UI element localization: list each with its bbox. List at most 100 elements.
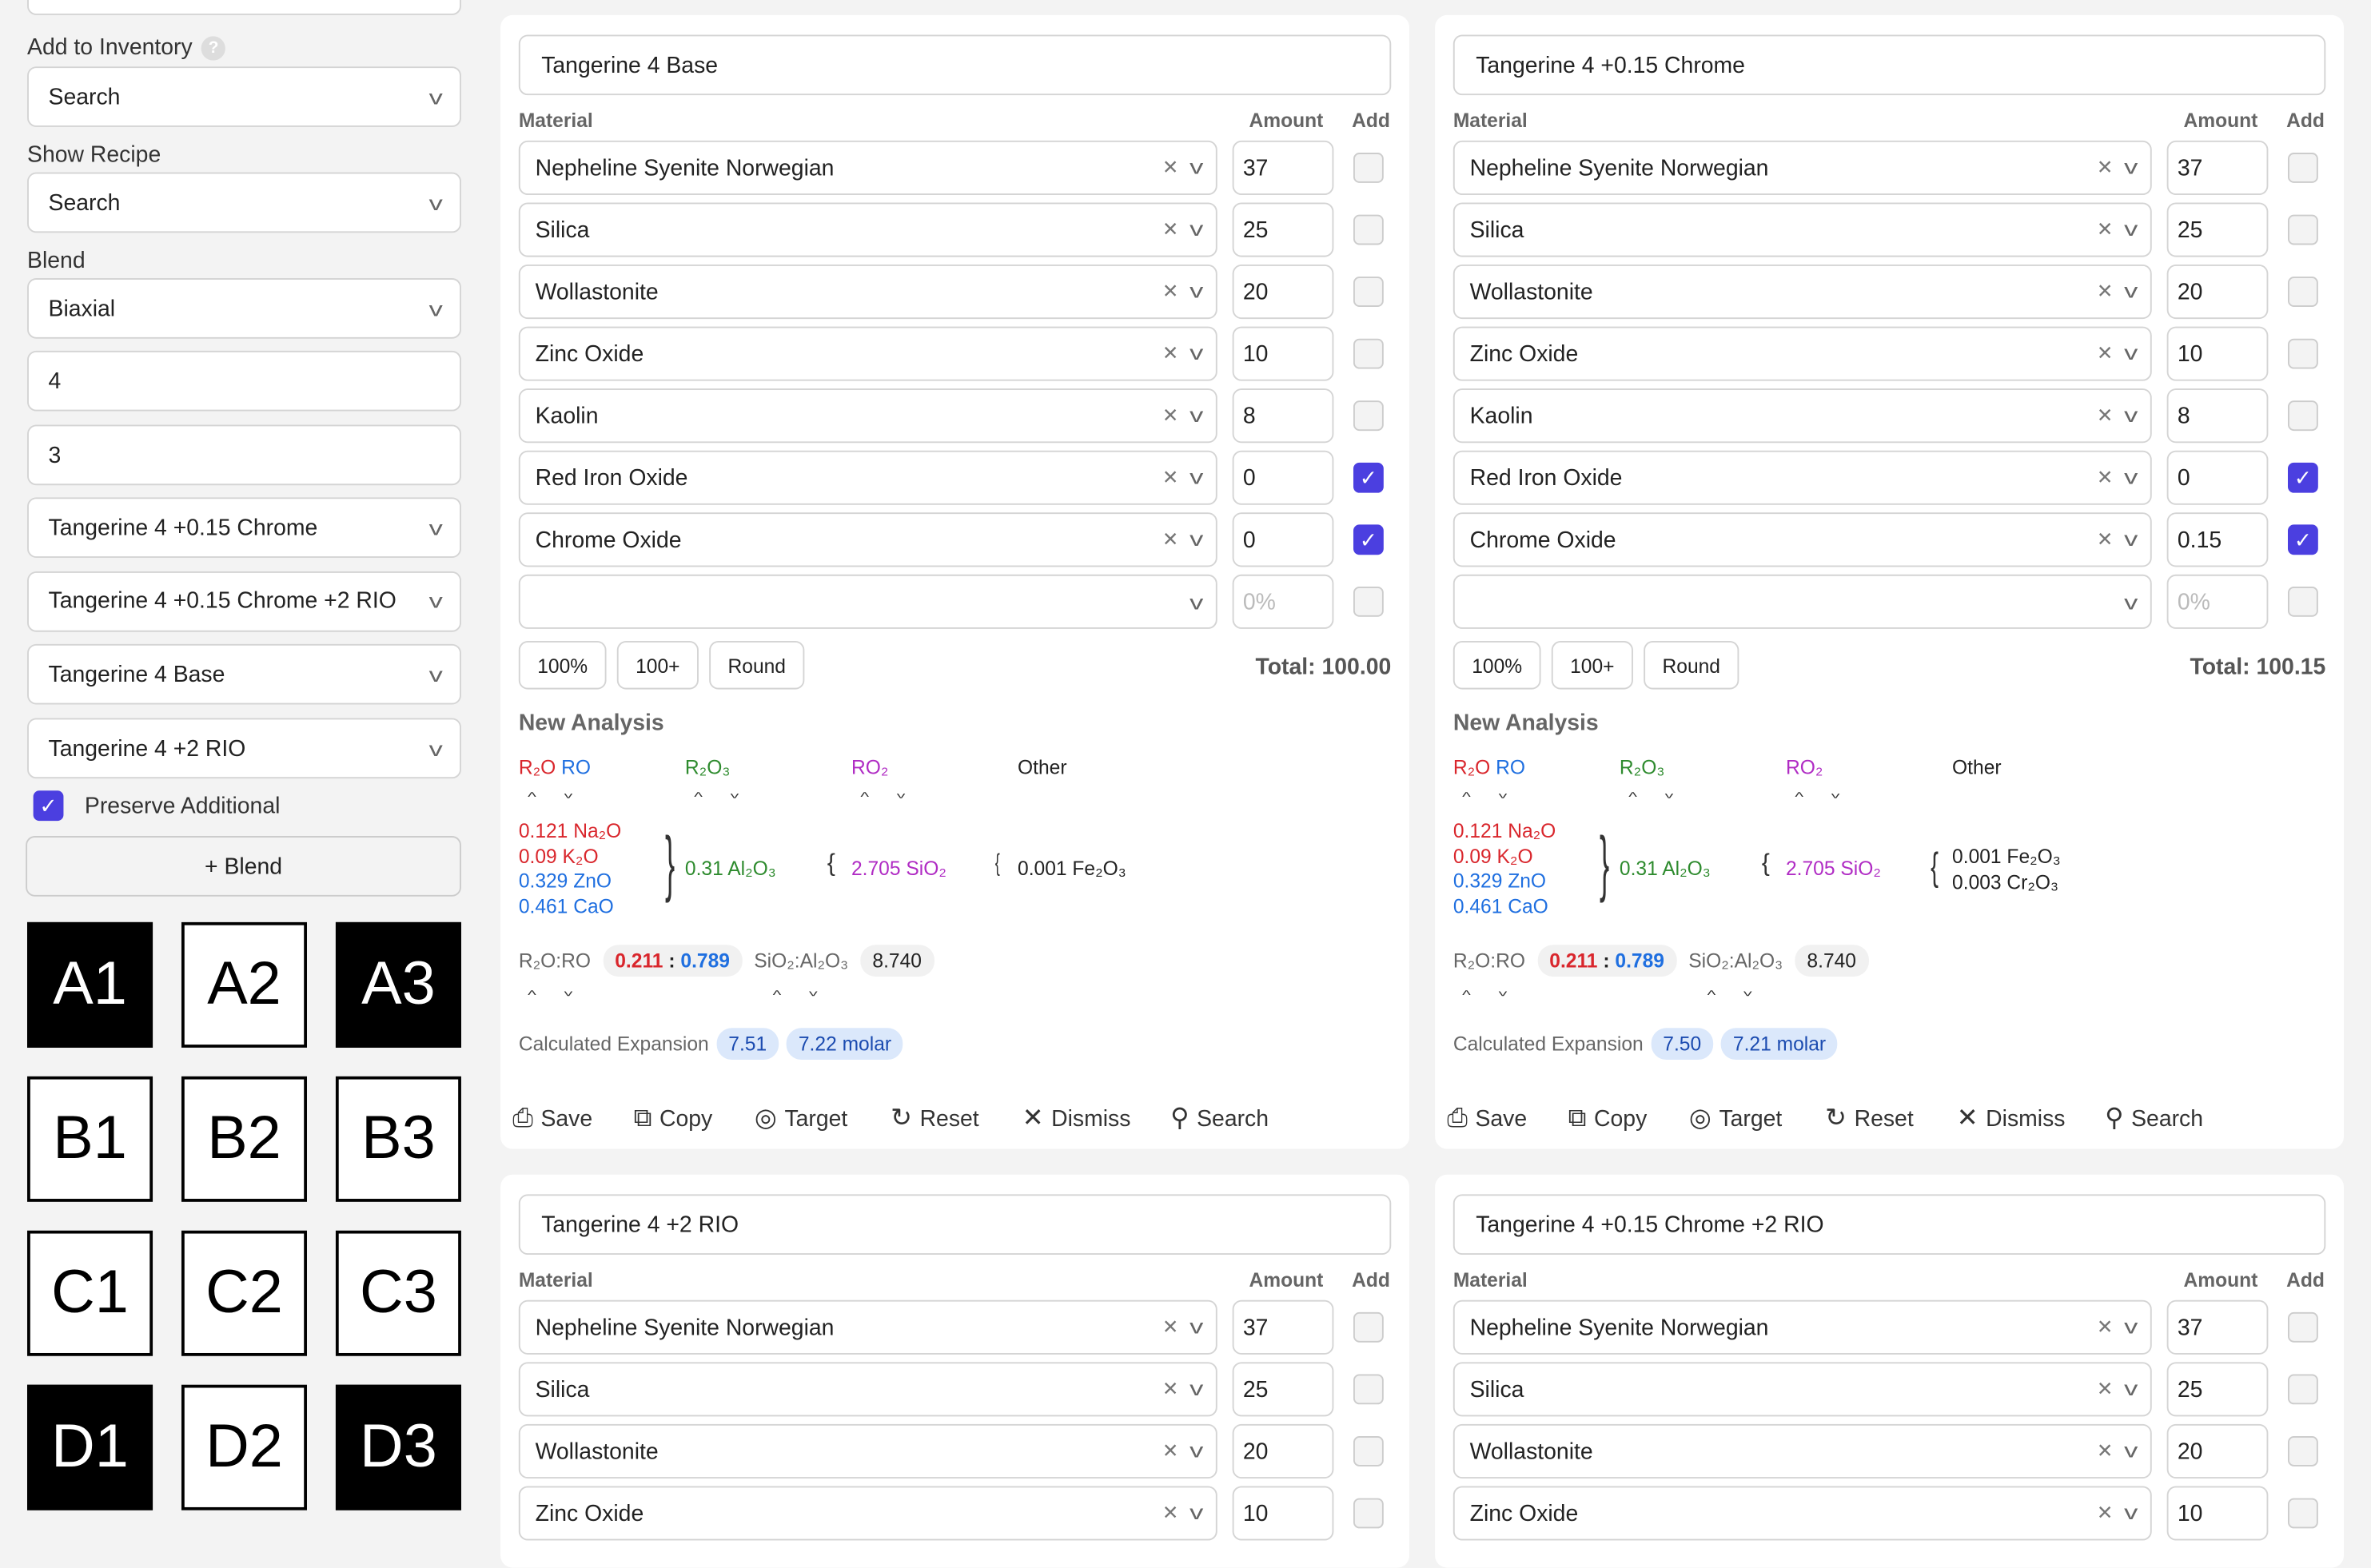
add-checkbox[interactable]	[2287, 586, 2318, 617]
search-button[interactable]: ⚲ Search	[2105, 1104, 2203, 1134]
sort-up-icon[interactable]: ^	[1795, 789, 1803, 805]
material-select[interactable]: v	[518, 574, 1217, 629]
material-select[interactable]: Zinc Oxide ✕ v	[518, 326, 1217, 381]
chevron-down-icon[interactable]: v	[1189, 155, 1203, 179]
blend-type-select[interactable]: Biaxial v	[27, 278, 461, 339]
clear-icon[interactable]: ✕	[2096, 1439, 2114, 1463]
chevron-down-icon[interactable]: v	[1189, 1501, 1203, 1524]
material-select[interactable]: v	[1452, 574, 2152, 629]
material-select[interactable]: Red Iron Oxide ✕ v	[1452, 450, 2152, 505]
clear-icon[interactable]: ✕	[2096, 527, 2114, 551]
material-select[interactable]: Wollastonite ✕ v	[1452, 1423, 2152, 1478]
add-checkbox[interactable]	[2287, 338, 2318, 369]
chevron-down-icon[interactable]: v	[1189, 1315, 1203, 1339]
add-checkbox[interactable]	[2287, 1498, 2318, 1529]
recipe-title-input[interactable]: Tangerine 4 +0.15 Chrome	[1452, 34, 2326, 96]
amount-input[interactable]: 0	[1232, 450, 1334, 505]
add-checkbox[interactable]	[2287, 277, 2318, 307]
sort-down-icon[interactable]: ^	[1831, 786, 1840, 802]
amount-input[interactable]: 20	[2166, 1423, 2269, 1478]
round-button[interactable]: Round	[1644, 641, 1739, 690]
clear-icon[interactable]: ✕	[1162, 404, 1179, 427]
add-checkbox[interactable]	[1353, 400, 1384, 432]
amount-input[interactable]: 0.15	[2166, 512, 2269, 567]
sort-up-icon[interactable]: ^	[1462, 789, 1471, 805]
blend-recipe-select[interactable]: Tangerine 4 +2 RIO v	[27, 718, 461, 779]
chevron-down-icon[interactable]: v	[2123, 1501, 2138, 1524]
material-select[interactable]: Nepheline Syenite Norwegian ✕ v	[518, 140, 1217, 196]
search-button[interactable]: ⚲ Search	[1170, 1104, 1269, 1134]
material-select[interactable]: Zinc Oxide ✕ v	[1452, 1486, 2152, 1541]
clear-icon[interactable]: ✕	[1162, 1501, 1179, 1524]
material-select[interactable]: Silica ✕ v	[518, 1362, 1217, 1417]
blend-recipe-select[interactable]: Tangerine 4 +0.15 Chrome v	[27, 497, 461, 559]
material-select[interactable]: Nepheline Syenite Norwegian ✕ v	[1452, 140, 2152, 196]
amount-input[interactable]: 37	[1232, 1299, 1334, 1355]
add-checkbox[interactable]	[2287, 214, 2318, 245]
amount-input[interactable]: 0	[2166, 450, 2269, 505]
chevron-down-icon[interactable]: v	[2123, 465, 2138, 488]
blend-cell-b1[interactable]: B1	[27, 1076, 153, 1202]
sort-down-icon[interactable]: ^	[564, 786, 573, 802]
sort-up-icon[interactable]: ^	[694, 789, 703, 805]
amount-input[interactable]: 37	[2166, 140, 2269, 196]
chevron-down-icon[interactable]: v	[1189, 279, 1203, 303]
recipe-title-input[interactable]: Tangerine 4 Base	[518, 34, 1392, 96]
sort-down-icon[interactable]: ^	[809, 984, 818, 1000]
chevron-down-icon[interactable]: v	[1189, 404, 1203, 427]
sort-down-icon[interactable]: ^	[1498, 984, 1508, 1000]
blend-cell-d3[interactable]: D3	[335, 1384, 461, 1510]
amount-input[interactable]: 37	[2166, 1299, 2269, 1355]
amount-input[interactable]: 37	[1232, 140, 1334, 196]
clear-icon[interactable]: ✕	[1162, 217, 1179, 241]
save-button[interactable]: ⎙ Save	[512, 1104, 592, 1134]
preserve-checkbox[interactable]: ✓	[33, 790, 64, 822]
material-select[interactable]: Chrome Oxide ✕ v	[1452, 512, 2152, 567]
sort-down-icon[interactable]: ^	[1498, 786, 1508, 802]
amount-input[interactable]: 20	[1232, 265, 1334, 320]
material-select[interactable]: Wollastonite ✕ v	[518, 265, 1217, 320]
clear-icon[interactable]: ✕	[2096, 279, 2114, 303]
rows-input[interactable]: 4	[27, 350, 461, 412]
normalize-100-button[interactable]: 100%	[1452, 641, 1541, 690]
material-select[interactable]: Chrome Oxide ✕ v	[518, 512, 1217, 567]
recipe-title-input[interactable]: Tangerine 4 +0.15 Chrome +2 RIO	[1452, 1194, 2326, 1256]
chevron-down-icon[interactable]: v	[2123, 1377, 2138, 1400]
sort-down-icon[interactable]: ^	[730, 786, 739, 802]
blend-cell-c3[interactable]: C3	[335, 1230, 461, 1356]
target-button[interactable]: ◎ Target	[755, 1104, 847, 1134]
cols-input[interactable]: 3	[27, 424, 461, 486]
amount-input[interactable]: 25	[2166, 202, 2269, 257]
amount-input[interactable]: 25	[1232, 202, 1334, 257]
chevron-down-icon[interactable]: v	[2123, 527, 2138, 551]
sort-down-icon[interactable]: ^	[896, 786, 906, 802]
amount-input[interactable]: 10	[2166, 1486, 2269, 1541]
blend-cell-d2[interactable]: D2	[181, 1384, 307, 1510]
clear-icon[interactable]: ✕	[1162, 341, 1179, 364]
sort-up-icon[interactable]: ^	[1707, 987, 1716, 1002]
chevron-down-icon[interactable]: v	[2123, 155, 2138, 179]
sort-up-icon[interactable]: ^	[528, 987, 536, 1002]
save-button[interactable]: ⎙ Save	[1447, 1104, 1527, 1134]
amount-input[interactable]: 0%	[1232, 574, 1334, 629]
add-checkbox[interactable]	[1353, 1436, 1384, 1467]
dismiss-button[interactable]: ✕ Dismiss	[1957, 1104, 2066, 1134]
blend-cell-c1[interactable]: C1	[27, 1230, 153, 1356]
add-checkbox[interactable]	[2287, 1311, 2318, 1343]
top-field[interactable]	[27, 0, 461, 15]
sort-down-icon[interactable]: ^	[564, 984, 573, 1000]
clear-icon[interactable]: ✕	[2096, 465, 2114, 488]
material-select[interactable]: Red Iron Oxide ✕ v	[518, 450, 1217, 505]
add-inventory-select[interactable]: Search v	[27, 66, 461, 127]
chevron-down-icon[interactable]: v	[1189, 1377, 1203, 1400]
normalize-100-plus-button[interactable]: 100+	[1551, 641, 1633, 690]
chevron-down-icon[interactable]: v	[1189, 527, 1203, 551]
clear-icon[interactable]: ✕	[2096, 155, 2114, 179]
clear-icon[interactable]: ✕	[2096, 404, 2114, 427]
add-checkbox[interactable]	[1353, 277, 1384, 307]
blend-button[interactable]: + Blend	[26, 836, 461, 897]
amount-input[interactable]: 10	[2166, 326, 2269, 381]
clear-icon[interactable]: ✕	[1162, 1439, 1179, 1463]
reset-button[interactable]: ↻ Reset	[891, 1104, 979, 1134]
sort-down-icon[interactable]: ^	[1743, 984, 1752, 1000]
